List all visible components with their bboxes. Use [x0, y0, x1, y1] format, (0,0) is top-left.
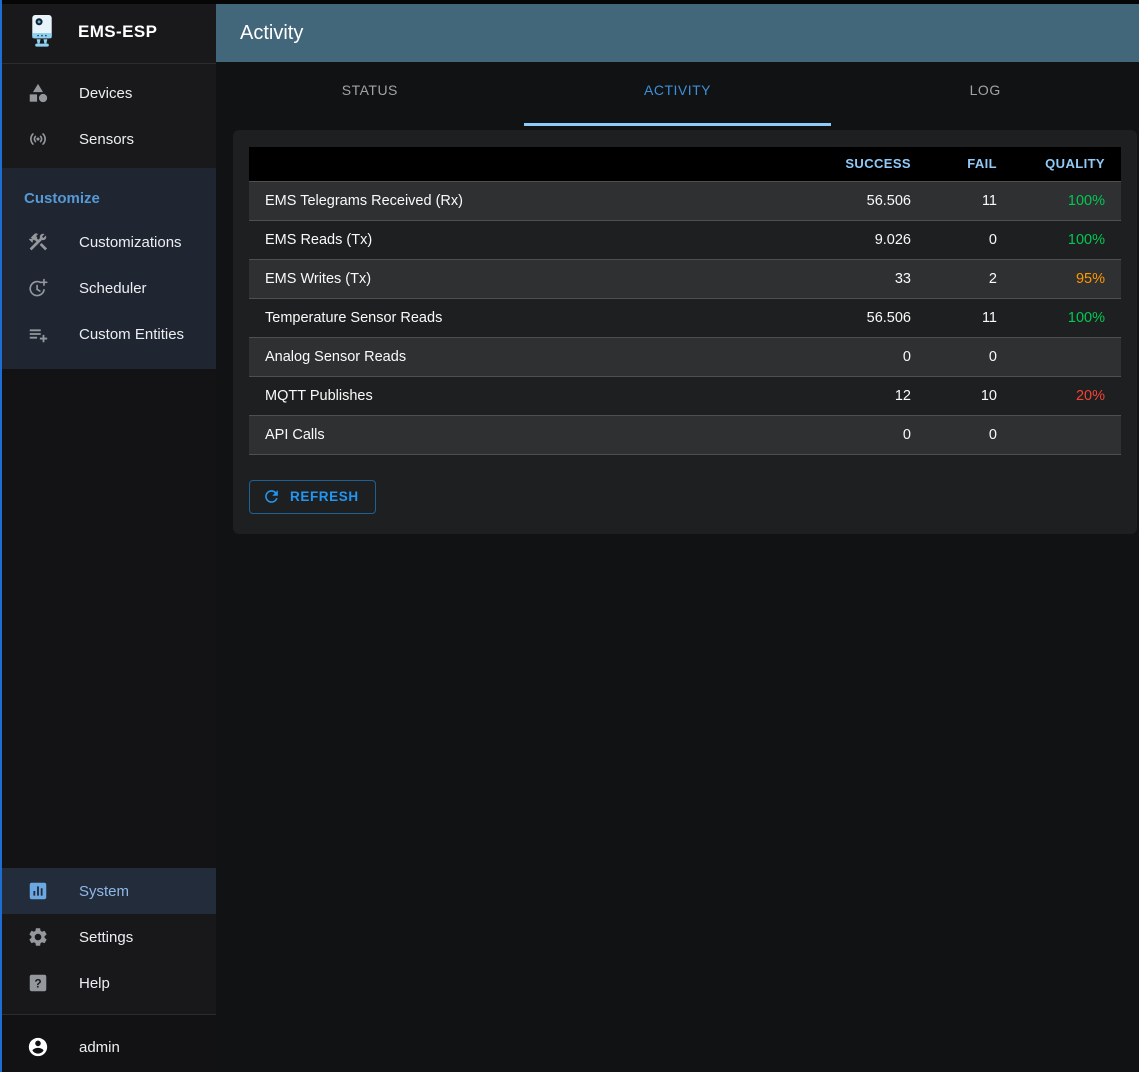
sidebar-item-label: Scheduler: [79, 279, 147, 297]
stat-quality: [1013, 337, 1121, 377]
stat-success: 12: [805, 376, 927, 416]
tab-bar: STATUS ACTIVITY LOG: [216, 62, 1139, 126]
sidebar-item-system[interactable]: System: [0, 868, 216, 914]
construction-icon: [27, 231, 49, 253]
top-edge-strip: [0, 0, 1139, 4]
svg-text:?: ?: [34, 976, 41, 990]
stat-label: EMS Reads (Tx): [249, 220, 805, 260]
sidebar-item-customizations[interactable]: Customizations: [0, 219, 216, 265]
stat-label: EMS Writes (Tx): [249, 259, 805, 299]
boiler-logo-icon: [26, 14, 58, 49]
help-icon: ?: [27, 972, 49, 994]
stat-label: EMS Telegrams Received (Rx): [249, 181, 805, 221]
account-circle-icon: [27, 1036, 49, 1058]
stat-success: 0: [805, 415, 927, 455]
column-header-quality: QUALITY: [1013, 147, 1121, 182]
stat-fail: 0: [927, 337, 1013, 377]
table-row: API Calls 0 0: [249, 415, 1121, 455]
customize-section-title: Customize: [24, 190, 100, 207]
sidebar-user-section: admin: [0, 1014, 216, 1072]
refresh-button-label: REFRESH: [290, 489, 359, 504]
tab-status[interactable]: STATUS: [341, 81, 398, 98]
stat-fail: 0: [927, 220, 1013, 260]
table-row: EMS Writes (Tx) 33 2 95%: [249, 259, 1121, 299]
stat-quality: [1013, 415, 1121, 455]
sidebar-item-sensors[interactable]: Sensors: [0, 116, 216, 162]
stat-fail: 11: [927, 298, 1013, 338]
customize-section: Customize Customizations Scheduler: [0, 168, 216, 369]
analytics-icon: [27, 880, 49, 902]
stat-success: 56.506: [805, 298, 927, 338]
sidebar-header: EMS-ESP: [0, 0, 216, 64]
more-time-icon: [27, 277, 49, 299]
sensors-icon: [27, 128, 49, 150]
stat-label: MQTT Publishes: [249, 376, 805, 416]
column-header-fail: FAIL: [927, 147, 1013, 182]
table-row: Analog Sensor Reads 0 0: [249, 337, 1121, 377]
stat-fail: 0: [927, 415, 1013, 455]
gear-icon: [27, 926, 49, 948]
refresh-button[interactable]: REFRESH: [249, 479, 376, 514]
sidebar: EMS-ESP Devices Se: [0, 0, 216, 1072]
stat-label: Analog Sensor Reads: [249, 337, 805, 377]
left-edge-accent: [0, 0, 2, 1072]
sidebar-item-settings[interactable]: Settings: [0, 914, 216, 960]
tab-activity[interactable]: ACTIVITY: [523, 62, 832, 126]
page-title: Activity: [240, 21, 304, 44]
table-row: EMS Telegrams Received (Rx) 56.506 11 10…: [249, 181, 1121, 221]
sidebar-item-help[interactable]: ? Help: [0, 960, 216, 1006]
stat-success: 0: [805, 337, 927, 377]
stat-quality: 20%: [1013, 376, 1121, 416]
stat-success: 9.026: [805, 220, 927, 260]
sidebar-item-label: Help: [79, 974, 110, 992]
stat-quality: 95%: [1013, 259, 1121, 299]
stat-fail: 2: [927, 259, 1013, 299]
sidebar-bottom-nav: System Settings ? Help: [0, 868, 216, 1014]
column-header-success: SUCCESS: [805, 147, 927, 182]
table-row: MQTT Publishes 12 10 20%: [249, 376, 1121, 416]
sidebar-item-label: Customizations: [79, 233, 182, 251]
appbar: Activity: [216, 4, 1139, 62]
main-content: Activity STATUS ACTIVITY LOG SUCCESS FAI…: [216, 0, 1139, 1072]
sidebar-item-label: Settings: [79, 928, 134, 946]
stat-quality: 100%: [1013, 220, 1121, 260]
sidebar-user-label: admin: [79, 1038, 120, 1056]
sidebar-main-nav: Devices Sensors: [0, 64, 216, 168]
sidebar-item-label: System: [79, 882, 130, 900]
stat-quality: 100%: [1013, 181, 1121, 221]
tab-log[interactable]: LOG: [969, 81, 1001, 98]
sidebar-spacer: [0, 369, 216, 868]
refresh-icon: [262, 487, 281, 506]
app-title: EMS-ESP: [78, 21, 158, 41]
sidebar-item-label: Sensors: [79, 130, 135, 148]
sidebar-item-scheduler[interactable]: Scheduler: [0, 265, 216, 311]
table-header-row: SUCCESS FAIL QUALITY: [249, 147, 1121, 182]
sidebar-item-admin[interactable]: admin: [0, 1024, 216, 1070]
devices-icon: [27, 82, 49, 104]
table-row: Temperature Sensor Reads 56.506 11 100%: [249, 298, 1121, 338]
stat-label: API Calls: [249, 415, 805, 455]
activity-table: SUCCESS FAIL QUALITY EMS Telegrams Recei…: [249, 147, 1121, 455]
activity-card: SUCCESS FAIL QUALITY EMS Telegrams Recei…: [233, 130, 1137, 534]
stat-fail: 10: [927, 376, 1013, 416]
stat-success: 56.506: [805, 181, 927, 221]
stat-fail: 11: [927, 181, 1013, 221]
stat-quality: 100%: [1013, 298, 1121, 338]
sidebar-item-custom-entities[interactable]: Custom Entities: [0, 311, 216, 357]
sidebar-item-label: Custom Entities: [79, 325, 185, 343]
stat-success: 33: [805, 259, 927, 299]
table-row: EMS Reads (Tx) 9.026 0 100%: [249, 220, 1121, 260]
stat-label: Temperature Sensor Reads: [249, 298, 805, 338]
sidebar-item-label: Devices: [79, 84, 133, 102]
playlist-add-icon: [27, 323, 49, 345]
sidebar-item-devices[interactable]: Devices: [0, 70, 216, 116]
column-header-name: [249, 147, 805, 182]
